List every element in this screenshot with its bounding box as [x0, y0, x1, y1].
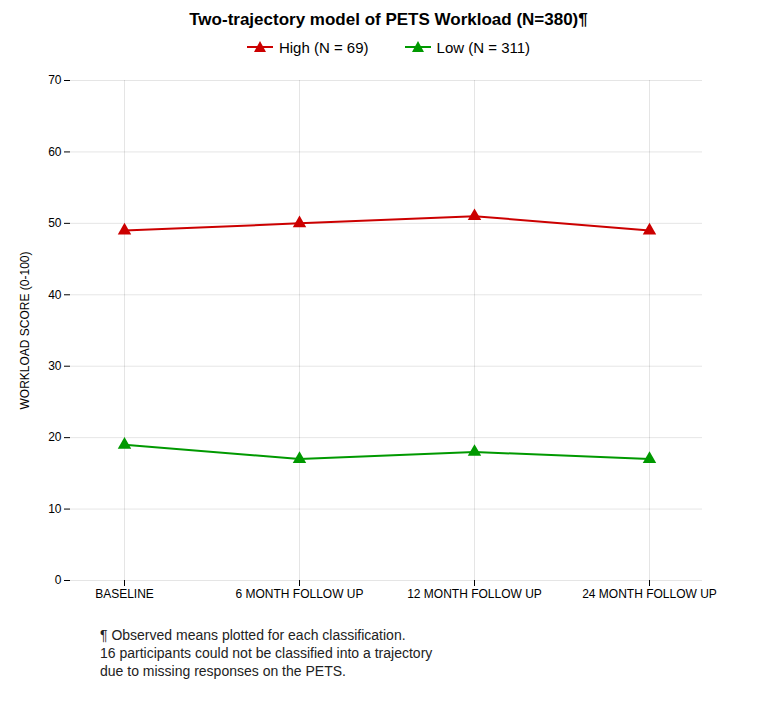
svg-text:10: 10: [48, 502, 62, 516]
svg-text:20: 20: [48, 430, 62, 444]
svg-text:60: 60: [48, 145, 62, 159]
html-text:High (N = 69): High (N = 69): [278, 38, 369, 56]
svg-text:50: 50: [48, 216, 62, 230]
svg-text:BASELINE: BASELINE: [95, 587, 154, 601]
svg-text:70: 70: [48, 73, 62, 87]
svg-text:24 MONTH FOLLOW UP: 24 MONTH FOLLOW UP: [582, 587, 717, 601]
html-text:Low (N = 311): Low (N = 311): [436, 38, 531, 56]
svg-text:12 MONTH FOLLOW UP: 12 MONTH FOLLOW UP: [407, 587, 542, 601]
html-text:¶ Observed means plotted for e: ¶ Observed means plotted for each classi…: [100, 627, 433, 680]
svg-text:WORKLOAD SCORE (0-100): WORKLOAD SCORE (0-100): [18, 251, 32, 409]
svg-text:0: 0: [55, 573, 62, 587]
svg-text:30: 30: [48, 359, 62, 373]
html-text:Two-trajectory model of PETS W: Two-trajectory model of PETS Workload (N…: [189, 10, 588, 29]
svg-text:6 MONTH FOLLOW UP: 6 MONTH FOLLOW UP: [235, 587, 363, 601]
svg-text:40: 40: [48, 288, 62, 302]
